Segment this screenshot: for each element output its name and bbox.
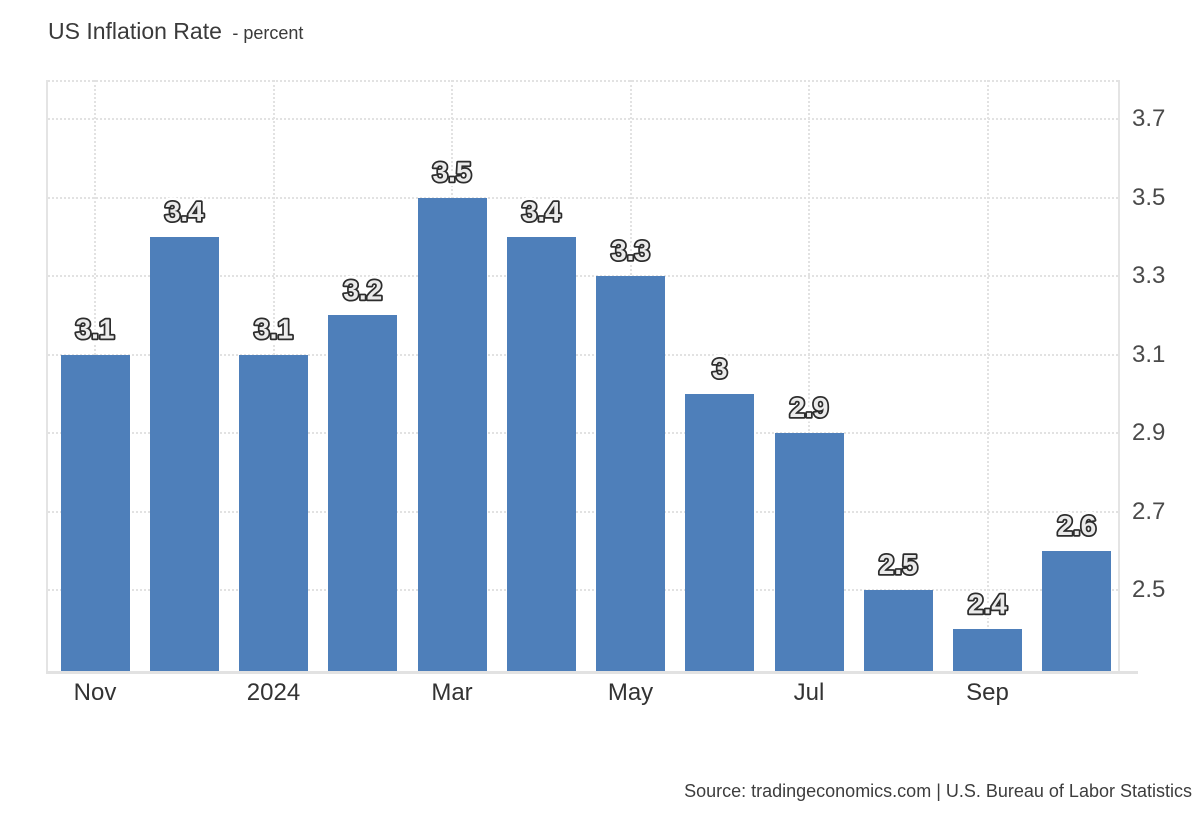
bar-value-halo: 2.6: [1057, 510, 1096, 541]
bar-value-halo: 2.9: [790, 392, 829, 423]
bar-value-label: 2.4: [968, 588, 1007, 619]
bar-value-label: 3: [712, 353, 728, 384]
bar[interactable]: [953, 629, 1022, 671]
bar[interactable]: [596, 276, 665, 671]
bar-value-label: 2.9: [790, 392, 829, 423]
bar-value-label: 3.2: [343, 274, 382, 305]
bar-value-halo: 3.5: [433, 157, 472, 188]
y-gridline: [48, 353, 1118, 356]
bar-value-halo: 2.5: [879, 549, 918, 580]
plot-border-top: [48, 80, 1118, 82]
x-axis-line: [46, 671, 1138, 674]
y-axis-tick-label: 2.5: [1132, 576, 1166, 604]
bar[interactable]: [774, 433, 844, 671]
chart-title: US Inflation Rate: [48, 18, 222, 44]
y-gridline: [48, 196, 1118, 199]
y-gridline: [48, 589, 1118, 592]
y-axis-tick-label: 2.7: [1132, 497, 1166, 525]
y-gridline: [48, 118, 1118, 121]
y-gridline: [48, 510, 1118, 513]
y-axis-tick-label: 3.1: [1132, 340, 1166, 368]
bar[interactable]: [685, 393, 755, 671]
y-axis-tick-label: 3.7: [1132, 105, 1166, 133]
bar-value-halo: 3.4: [522, 196, 561, 227]
bar[interactable]: [1042, 550, 1112, 671]
x-axis-tick-label: May: [607, 679, 654, 706]
source-attribution[interactable]: Source: tradingeconomics.com | U.S. Bure…: [684, 781, 1192, 801]
plot-border-left: [46, 80, 48, 671]
bar-value-halo: 3.4: [165, 196, 204, 227]
bar[interactable]: [863, 590, 933, 671]
bar-value-label: 3.1: [254, 314, 293, 345]
bar-value-label: 3.5: [433, 157, 472, 188]
bar-value-label: 3.3: [611, 235, 650, 266]
bar-value-halo: 2.4: [968, 588, 1007, 619]
x-axis-tick-label: 2024: [246, 679, 301, 706]
chart-title-row: US Inflation Rate - percent: [48, 18, 303, 45]
x-gridline: [986, 80, 989, 671]
bar-value-label: 2.5: [879, 549, 918, 580]
y-axis-tick-label: 3.5: [1132, 183, 1166, 211]
bar-value-labels: 3.13.13.43.43.13.13.23.23.53.53.43.43.33…: [71, 152, 1101, 624]
bar-value-label: 3.1: [76, 314, 115, 345]
x-axis-tick-label: Sep: [966, 679, 1009, 706]
bar-value-label: 3.4: [165, 196, 204, 227]
plot-border-right: [1118, 80, 1120, 671]
bar-value-halo: 3.1: [254, 314, 293, 345]
chart-subtitle: - percent: [232, 23, 304, 43]
bar-value-halo: 3.2: [343, 274, 382, 305]
bar-value-label: 3.4: [522, 196, 561, 227]
bar[interactable]: [60, 354, 130, 671]
plot-area: 3.1 3.1 3.4 3.4 3.1 3.1 3.2 3.2 3.5 3.5 3.4 3.4 3.3 3…: [46, 80, 1138, 674]
y-gridline: [48, 275, 1118, 278]
bar-value-halo: 3.1: [76, 314, 115, 345]
bar[interactable]: [239, 354, 308, 671]
y-axis-tick-label: 2.9: [1132, 419, 1166, 447]
bar-value-label: 2.6: [1057, 510, 1096, 541]
y-gridline: [48, 432, 1118, 435]
bar[interactable]: [149, 236, 219, 671]
bar-value-halo: 3.3: [611, 235, 650, 266]
x-axis-tick-label: Mar: [431, 679, 473, 706]
bar[interactable]: [417, 197, 487, 671]
x-axis-tick-label: Jul: [793, 679, 825, 706]
x-axis-tick-label: Nov: [73, 679, 117, 706]
y-axis-tick-label: 3.3: [1132, 262, 1166, 290]
bar[interactable]: [328, 315, 398, 671]
x-gridline: [808, 80, 810, 671]
bar[interactable]: [506, 236, 576, 671]
